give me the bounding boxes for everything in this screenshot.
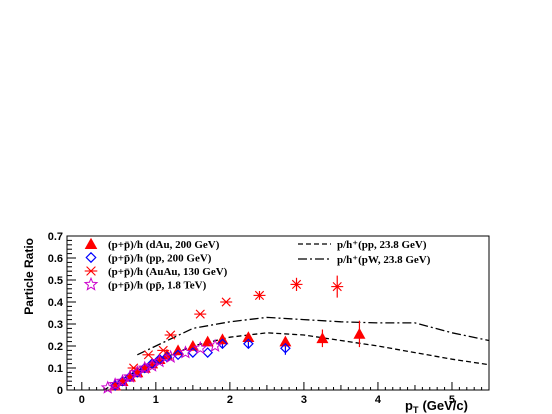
data-point <box>220 297 233 307</box>
legend-label: (p+p̄)/h (dAu, 200 GeV) <box>108 239 220 251</box>
y-tick-label: 0.3 <box>48 319 63 331</box>
y-tick-label: 0.1 <box>48 363 63 375</box>
legend-marker <box>84 237 98 250</box>
x-axis-title-symbol: p <box>405 398 413 413</box>
legend-label: p/h⁺(pW, 23.8 GeV) <box>337 254 431 266</box>
x-axis-title-subscript: T <box>413 405 419 414</box>
y-tick-label: 0.6 <box>48 253 63 265</box>
data-point <box>164 330 177 340</box>
error-bars <box>221 275 361 355</box>
y-tick-label: 0 <box>57 385 63 397</box>
data-point <box>201 335 214 347</box>
x-tick-label: 3 <box>301 394 307 406</box>
data-point <box>279 335 292 347</box>
data-point <box>243 338 254 350</box>
data-point <box>157 345 170 355</box>
x-tick-label: 4 <box>375 394 382 406</box>
plot-frame <box>66 235 490 391</box>
data-point <box>193 340 208 355</box>
legend: (p+p̄)/h (dAu, 200 GeV) (p+p̄)/h (pp, 200… <box>83 237 431 292</box>
legend-marker <box>83 276 99 291</box>
y-tick-label: 0.4 <box>48 297 64 309</box>
model-curves <box>103 316 489 390</box>
data-point <box>152 354 167 368</box>
x-axis-title: pT (GeV/c) <box>405 398 468 414</box>
x-axis-ticks <box>66 382 490 390</box>
data-markers <box>100 279 366 394</box>
y-tick-label: 0.2 <box>48 341 63 353</box>
x-tick-label: 0 <box>79 394 85 406</box>
data-point <box>163 349 178 363</box>
legend-label: (p+p̄)/h (pp, 200 GeV) <box>108 253 212 265</box>
data-point <box>117 375 128 387</box>
data-point <box>124 371 136 383</box>
x-tick-label: 1 <box>153 394 159 406</box>
data-point <box>202 347 214 358</box>
curve-line <box>137 316 489 356</box>
data-point <box>242 331 255 342</box>
curve-line <box>103 332 489 390</box>
legend-label: (p+p̄)/h (pp̄, 1.8 TeV) <box>108 280 207 292</box>
data-point <box>194 309 207 319</box>
data-point <box>178 345 193 359</box>
y-axis-ticks <box>67 235 76 391</box>
data-point <box>131 367 143 378</box>
data-point <box>109 380 121 391</box>
data-point <box>353 327 366 339</box>
x-tick-label: 2 <box>227 394 233 406</box>
data-point <box>186 340 199 351</box>
data-point <box>142 350 155 360</box>
data-point <box>172 349 184 361</box>
data-point <box>331 282 344 292</box>
legend-marker <box>84 266 98 276</box>
legend-label: (p+p̄)/h (AuAu, 130 GeV) <box>108 266 228 278</box>
y-tick-label: 0.7 <box>48 231 63 243</box>
data-point <box>316 332 329 344</box>
y-axis-tick-labels: 0 0.1 0.2 0.3 0.4 0.5 0.6 0.7 <box>48 231 64 397</box>
x-axis-tick-labels: 0 1 2 3 4 5 <box>79 394 455 406</box>
y-tick-label: 0.5 <box>48 275 63 287</box>
data-point <box>290 279 303 289</box>
legend-marker <box>85 251 97 264</box>
legend-label: p/h⁺(pp, 23.8 GeV) <box>337 239 427 251</box>
data-point <box>253 290 266 300</box>
x-tick-label: 5 <box>449 394 455 406</box>
data-point <box>280 342 291 354</box>
y-axis-title: Particle Ratio <box>22 238 36 315</box>
x-axis-title-units: (GeV/c) <box>422 398 468 413</box>
data-point <box>208 338 223 352</box>
data-point <box>217 338 228 350</box>
data-point <box>139 362 151 374</box>
